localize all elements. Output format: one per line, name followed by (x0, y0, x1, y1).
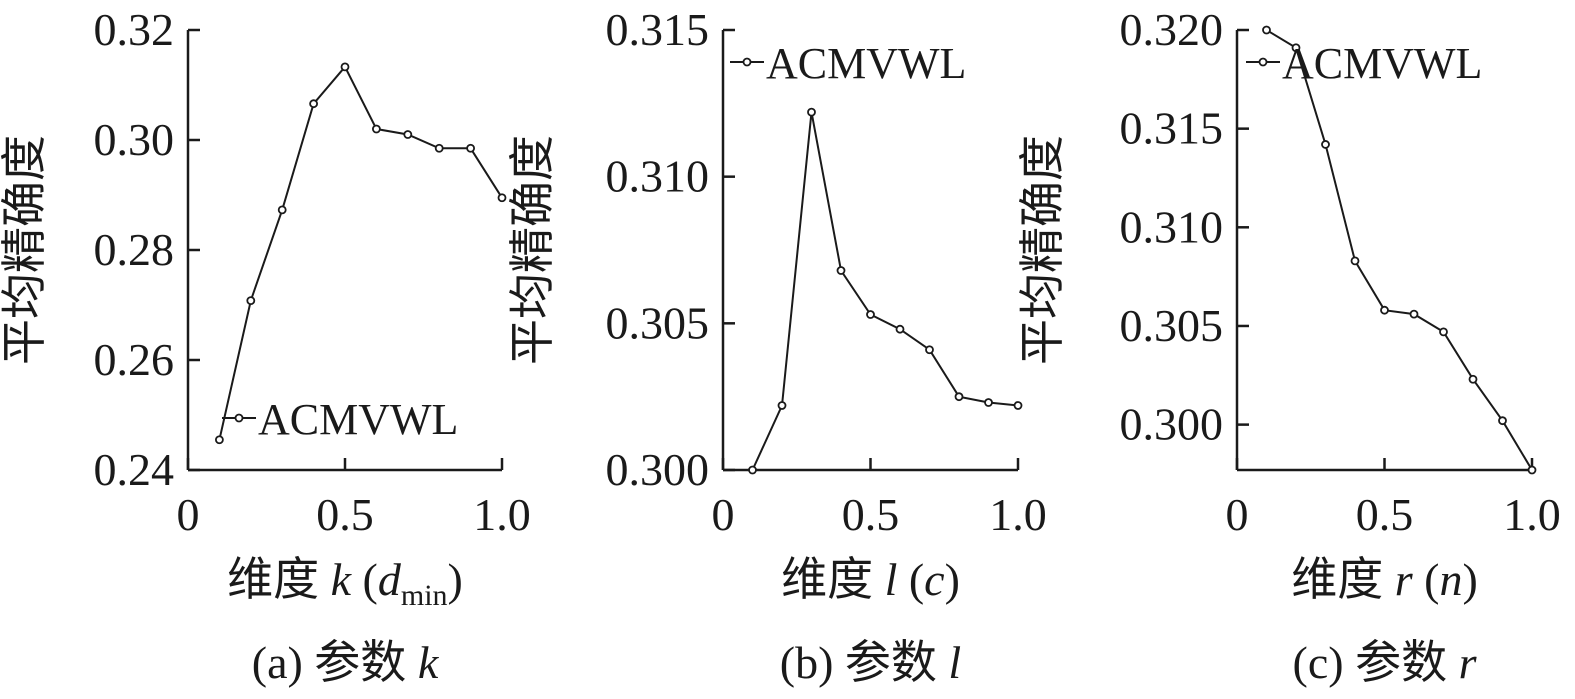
caption-prefix: (a) 参数 (252, 637, 418, 688)
data-point (1350, 256, 1360, 266)
x-axis-title-prefix: 维度 (781, 554, 885, 605)
data-point (214, 435, 224, 445)
legend-label: ACMVWL (766, 39, 966, 88)
data-point (836, 266, 846, 275)
data-point (1468, 374, 1478, 384)
x-tick-label: 1.0 (1503, 489, 1561, 540)
data-point (1527, 465, 1537, 475)
data-point (1291, 43, 1301, 53)
data-point (309, 99, 319, 109)
caption-prefix: (c) 参数 (1293, 637, 1459, 688)
data-point (371, 124, 381, 134)
x-tick-label: 0.5 (842, 489, 900, 540)
data-point (277, 205, 287, 215)
data-point (246, 296, 256, 306)
y-tick-label: 0.30 (94, 114, 175, 165)
y-axis-title: 平均精确度 (0, 135, 50, 365)
data-point (1321, 140, 1330, 149)
x-axis-title-var: k (331, 554, 353, 605)
y-tick-label: 0.310 (606, 151, 710, 202)
data-point (497, 193, 507, 203)
y-tick-label: 0.305 (1120, 300, 1224, 351)
y-tick-label: 0.310 (1120, 201, 1224, 252)
x-axis-title-close: ) (945, 554, 960, 605)
y-tick-label: 0.315 (1120, 103, 1224, 154)
data-point (434, 143, 444, 153)
caption-var: l (948, 637, 961, 688)
legend-label: ACMVWL (258, 395, 458, 444)
panel-caption: (b) 参数 l (780, 637, 961, 688)
data-point (340, 62, 350, 72)
x-axis-title-subscript: min (401, 579, 448, 612)
x-axis-title-open: ( (897, 554, 924, 605)
x-tick-label: 0 (177, 489, 200, 540)
y-tick-label: 0.305 (606, 297, 710, 348)
x-axis-title: 维度 r (n) (1291, 554, 1478, 605)
panel-b: 0.300 0.305 0.310 0.315 0 0.5 1.0 ACMVWL 平均精确度维度… (507, 4, 1047, 688)
panel-c: 0.300 0.305 0.310 0.315 0.320 0 0.5 1.0 ACMVWL 平均… (1017, 4, 1561, 688)
y-tick-label: 0.32 (94, 4, 175, 55)
x-tick-label: 1.0 (473, 489, 531, 540)
legend-label: ACMVWL (1282, 39, 1482, 88)
x-axis-title-prefix: 维度 (227, 554, 331, 605)
series-line-acmvwl (218, 65, 503, 441)
data-point (954, 392, 964, 402)
data-point (807, 107, 816, 117)
panel-a: 0.24 0.26 0.28 0.30 0.32 0 0.5 1.0 ACMVWL 平均精确度维度… (0, 4, 531, 688)
data-point (1013, 401, 1023, 410)
x-axis-title-subvar: n (1439, 554, 1462, 605)
x-axis-title: 维度 l (c) (781, 554, 960, 605)
legend-marker-sample (742, 57, 752, 67)
legend-marker-sample (1258, 57, 1268, 67)
x-axis-title-open: ( (1413, 554, 1440, 605)
series-line-acmvwl (1265, 29, 1533, 471)
y-tick-label: 0.26 (94, 334, 175, 385)
data-point (1498, 416, 1507, 426)
x-axis-title-close: ) (448, 554, 463, 605)
x-axis-title: 维度 k (dmin) (227, 554, 463, 612)
y-tick-label: 0.320 (1120, 4, 1224, 55)
data-point (925, 345, 934, 355)
y-tick-label: 0.300 (606, 444, 710, 495)
y-axis-title: 平均精确度 (507, 135, 558, 365)
series-line-acmvwl (751, 111, 1019, 471)
x-axis-title-subvar: c (924, 554, 944, 605)
x-tick-label: 0.5 (316, 489, 374, 540)
x-axis-title-open: ( (351, 554, 378, 605)
data-point (466, 143, 476, 153)
data-point (1380, 305, 1389, 315)
x-axis-title-var: r (1395, 554, 1414, 605)
x-axis-title-close: ) (1462, 554, 1477, 605)
x-tick-label: 0 (712, 489, 735, 540)
panel-caption: (c) 参数 r (1293, 637, 1478, 688)
data-point (748, 465, 757, 475)
y-tick-label: 0.24 (94, 444, 175, 495)
data-point (1262, 25, 1271, 35)
y-tick-label: 0.300 (1120, 399, 1224, 450)
data-point (895, 324, 905, 334)
panel-caption: (a) 参数 k (252, 637, 440, 688)
caption-var: r (1459, 637, 1478, 688)
caption-prefix: (b) 参数 (780, 637, 949, 688)
x-tick-label: 0.5 (1356, 489, 1414, 540)
y-axis-title: 平均精确度 (1017, 135, 1068, 365)
x-tick-label: 0 (1226, 489, 1249, 540)
data-point (866, 310, 875, 319)
data-point (1439, 327, 1448, 337)
y-tick-label: 0.315 (606, 4, 710, 55)
x-axis-title-prefix: 维度 (1291, 554, 1395, 605)
x-axis-title-var: l (885, 554, 898, 605)
caption-var: k (418, 637, 440, 688)
x-tick-label: 1.0 (989, 489, 1047, 540)
data-point (403, 130, 413, 139)
legend-marker-sample (234, 413, 244, 423)
data-point (777, 401, 787, 410)
data-point (984, 398, 993, 407)
y-tick-label: 0.28 (94, 224, 175, 275)
data-point (1409, 309, 1419, 319)
x-axis-title-subvar: d (378, 554, 402, 605)
